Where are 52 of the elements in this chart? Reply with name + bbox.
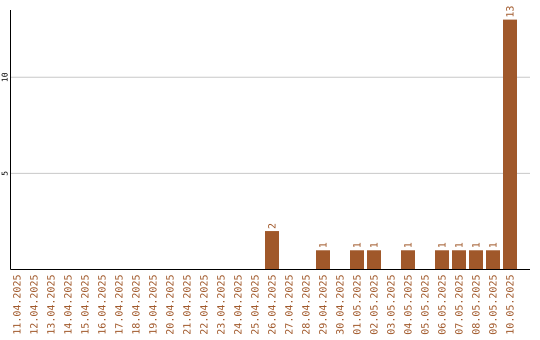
x-tick-label: 04.05.2025 <box>404 274 414 335</box>
x-tick-label: 17.04.2025 <box>114 274 126 335</box>
x-tick-label: 09.05.2025 <box>488 274 500 335</box>
bar <box>452 250 466 270</box>
data-label: 2 <box>268 223 278 230</box>
x-tick-label: 03.05.2025 <box>386 274 398 335</box>
x-tick-label: 24.04.2025 <box>234 274 244 335</box>
bar <box>316 250 330 270</box>
x-tick-label: 06.05.2025 <box>438 274 448 335</box>
x-tick-label: 11.04.2025 <box>12 274 24 335</box>
bar <box>265 231 279 270</box>
x-tick-label: 07.05.2025 <box>454 274 466 335</box>
x-tick-label: 23.04.2025 <box>216 274 228 335</box>
bar <box>469 250 483 270</box>
x-tick-label: 30.04.2025 <box>336 274 346 335</box>
bar <box>350 250 364 270</box>
x-tick-label: 14.04.2025 <box>64 274 74 335</box>
data-label: 1 <box>370 242 380 248</box>
bar <box>367 250 381 270</box>
x-tick-label: 29.04.2025 <box>318 274 330 335</box>
x-tick-label: 01.05.2025 <box>352 274 364 335</box>
y-tick-label: 5 <box>0 170 10 176</box>
data-label: 1 <box>438 242 448 248</box>
x-tick-label: 16.04.2025 <box>98 274 108 335</box>
y-tick-label: 10 <box>0 72 10 82</box>
x-tick-label: 08.05.2025 <box>472 274 482 335</box>
bar <box>503 20 517 270</box>
x-tick-label: 27.04.2025 <box>284 274 296 335</box>
x-tick-label: 18.04.2025 <box>132 274 142 335</box>
x-tick-label: 19.04.2025 <box>148 274 160 335</box>
data-label: 1 <box>352 242 364 248</box>
x-tick-label: 21.04.2025 <box>182 274 194 335</box>
x-tick-label: 02.05.2025 <box>370 274 380 335</box>
x-tick-label: 15.04.2025 <box>80 274 92 335</box>
data-label: 1 <box>472 242 482 248</box>
x-tick-label: 13.04.2025 <box>46 274 58 335</box>
data-label: 1 <box>488 242 500 248</box>
x-tick-label: 25.04.2025 <box>250 274 262 335</box>
bar <box>435 250 449 270</box>
data-label: 13 <box>506 6 516 18</box>
x-tick-label: 10.05.2025 <box>506 274 516 335</box>
data-label: 1 <box>404 242 414 248</box>
x-tick-label: 26.04.2025 <box>268 274 278 335</box>
data-label: 1 <box>318 242 330 248</box>
x-tick-label: 22.04.2025 <box>200 274 210 335</box>
data-label: 1 <box>454 242 466 248</box>
x-tick-label: 20.04.2025 <box>166 274 176 335</box>
x-tick-label: 28.04.2025 <box>302 274 312 335</box>
x-tick-label: 12.04.2025 <box>30 274 40 335</box>
bar <box>401 250 415 270</box>
x-tick-label: 05.05.2025 <box>420 274 432 335</box>
bar <box>486 250 500 270</box>
